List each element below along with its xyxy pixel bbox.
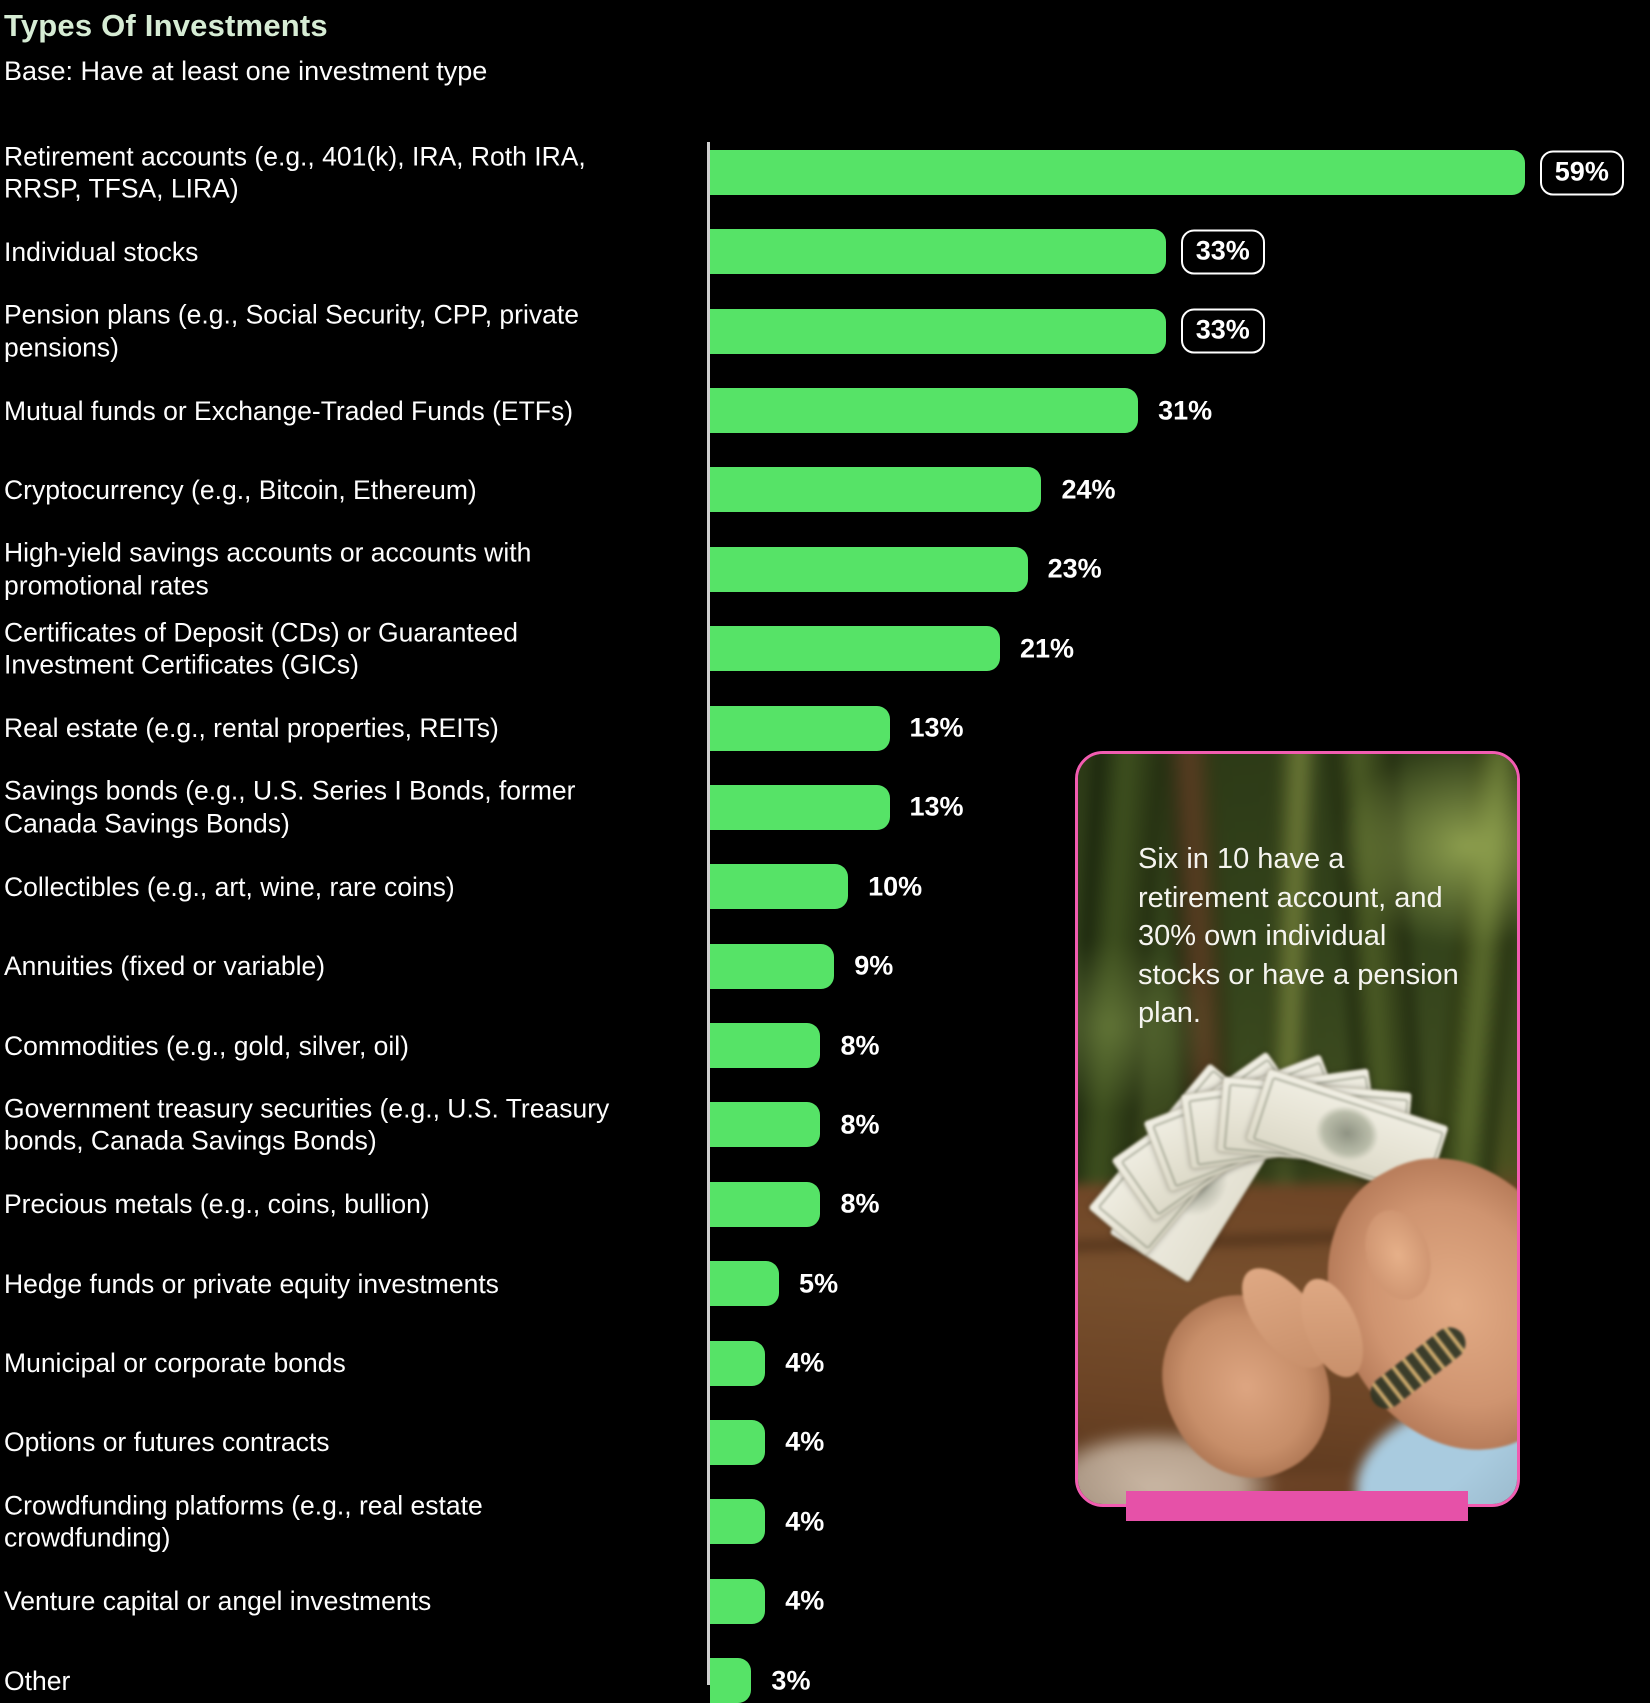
bar <box>710 150 1525 195</box>
bar <box>710 626 1000 672</box>
bar <box>710 467 1042 513</box>
chart-row: Annuities (fixed or variable) 9% <box>0 943 1650 989</box>
bar <box>710 705 890 751</box>
bar <box>710 308 1166 354</box>
value-label: 4% <box>785 1347 825 1378</box>
chart-row: Mutual funds or Exchange-Traded Funds (E… <box>0 388 1650 434</box>
category-label: Cryptocurrency (e.g., Bitcoin, Ethereum) <box>4 474 477 505</box>
category-label: Crowdfunding platforms (e.g., real estat… <box>4 1490 483 1553</box>
value-label: 8% <box>840 1109 880 1140</box>
pink-accent-bar <box>1126 1491 1468 1521</box>
category-label: Municipal or corporate bonds <box>4 1347 346 1378</box>
page-subtitle: Base: Have at least one investment type <box>4 56 488 86</box>
chart-row: Options or futures contracts 4% <box>0 1419 1650 1465</box>
chart-row: Real estate (e.g., rental properties, RE… <box>0 705 1650 751</box>
category-label: Real estate (e.g., rental properties, RE… <box>4 712 499 743</box>
bar <box>710 546 1028 592</box>
value-label: 13% <box>909 712 964 743</box>
callout-card: Six in 10 have a retirement account, and… <box>1075 751 1520 1507</box>
photo-vignette <box>1078 754 1517 1504</box>
bar <box>710 1658 752 1703</box>
category-label: Government treasury securities (e.g., U.… <box>4 1093 610 1156</box>
category-label: Venture capital or angel investments <box>4 1585 432 1616</box>
chart-row: Cryptocurrency (e.g., Bitcoin, Ethereum)… <box>0 467 1650 513</box>
callout-text: Six in 10 have a retirement account, and… <box>1138 843 1459 1030</box>
value-label: 21% <box>1020 633 1075 664</box>
category-label: Hedge funds or private equity investment… <box>4 1268 499 1299</box>
value-label: 24% <box>1061 474 1116 505</box>
chart-row: Certificates of Deposit (CDs) or Guarant… <box>0 617 1650 679</box>
axis-line <box>707 142 710 1685</box>
category-label: Options or futures contracts <box>4 1427 330 1458</box>
value-label: 31% <box>1158 395 1213 426</box>
value-label: 4% <box>785 1506 825 1537</box>
bar <box>710 1261 780 1307</box>
chart-row: Crowdfunding platforms (e.g., real estat… <box>0 1490 1650 1552</box>
bar <box>710 1499 766 1545</box>
category-label: Commodities (e.g., gold, silver, oil) <box>4 1030 410 1061</box>
page-title: Types Of Investments <box>4 8 328 43</box>
value-label: 8% <box>840 1030 880 1061</box>
value-label: 8% <box>840 1188 880 1219</box>
chart-row: Hedge funds or private equity investment… <box>0 1261 1650 1307</box>
category-label: Mutual funds or Exchange-Traded Funds (E… <box>4 395 574 426</box>
value-label: 13% <box>909 791 964 822</box>
value-label: 5% <box>799 1268 839 1299</box>
chart-row: Government treasury securities (e.g., U.… <box>0 1094 1650 1156</box>
category-label: Annuities (fixed or variable) <box>4 951 326 982</box>
chart-row: Commodities (e.g., gold, silver, oil) 8% <box>0 1023 1650 1069</box>
bar <box>710 1023 821 1069</box>
category-label: Other <box>4 1665 71 1696</box>
chart-row: Savings bonds (e.g., U.S. Series I Bonds… <box>0 776 1650 838</box>
category-label: Retirement accounts (e.g., 401(k), IRA, … <box>4 141 586 204</box>
bar <box>710 864 849 910</box>
category-label: Individual stocks <box>4 236 199 267</box>
value-label: 4% <box>785 1585 825 1616</box>
chart-row: Collectibles (e.g., art, wine, rare coin… <box>0 864 1650 910</box>
bar <box>710 1181 821 1227</box>
value-label: 3% <box>771 1665 811 1696</box>
bar <box>710 229 1166 275</box>
chart-row: Retirement accounts (e.g., 401(k), IRA, … <box>0 141 1650 204</box>
category-label: Pension plans (e.g., Social Security, CP… <box>4 299 579 363</box>
bar <box>710 943 835 989</box>
value-badge: 59% <box>1539 150 1624 195</box>
value-badge: 33% <box>1180 229 1265 275</box>
bar <box>710 388 1139 434</box>
chart-row: Other 3% <box>0 1658 1650 1703</box>
chart-row: High-yield savings accounts or accounts … <box>0 538 1650 600</box>
category-label: Collectibles (e.g., art, wine, rare coin… <box>4 871 455 902</box>
chart-row: Pension plans (e.g., Social Security, CP… <box>0 300 1650 362</box>
category-label: Savings bonds (e.g., U.S. Series I Bonds… <box>4 776 576 839</box>
chart-row: Individual stocks 33% <box>0 229 1650 275</box>
category-label: Certificates of Deposit (CDs) or Guarant… <box>4 617 519 680</box>
chart-row: Precious metals (e.g., coins, bullion) 8% <box>0 1181 1650 1227</box>
chart-row: Municipal or corporate bonds 4% <box>0 1340 1650 1386</box>
value-label: 4% <box>785 1426 825 1457</box>
bar <box>710 1102 821 1148</box>
bar <box>710 784 890 830</box>
bar <box>710 1340 766 1386</box>
bar <box>710 1578 766 1624</box>
category-label: Precious metals (e.g., coins, bullion) <box>4 1189 430 1220</box>
bar <box>710 1419 766 1465</box>
value-label: 10% <box>868 871 923 902</box>
chart-row: Venture capital or angel investments 4% <box>0 1578 1650 1624</box>
value-label: 9% <box>854 950 894 981</box>
callout-photo <box>1078 754 1517 1504</box>
value-badge: 33% <box>1180 308 1265 354</box>
category-label: High-yield savings accounts or accounts … <box>4 538 532 601</box>
value-label: 23% <box>1047 553 1102 584</box>
